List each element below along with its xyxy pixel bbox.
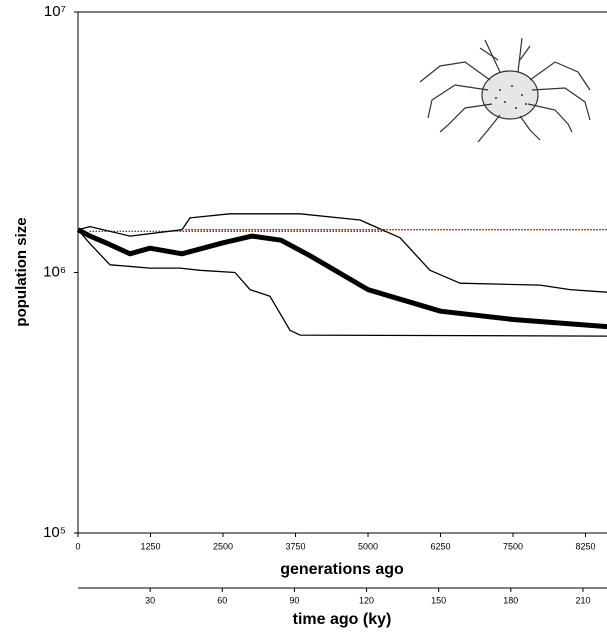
crab-illustration <box>419 37 591 143</box>
x-tick-label: 6250 <box>431 541 451 551</box>
x2-tick-label: 30 <box>145 595 155 605</box>
y-tick-label: 10⁷ <box>44 3 66 20</box>
series-line <box>76 227 607 330</box>
series-line <box>77 229 607 337</box>
y-tick-label: 10⁶ <box>43 263 66 280</box>
y-axis-title: population size <box>13 217 30 326</box>
x-tick-label: 5000 <box>358 541 378 551</box>
x-tick-label: 3750 <box>286 541 306 551</box>
x-tick-label: 8250 <box>576 541 596 551</box>
x2-axis-title: time ago (ky) <box>293 611 392 628</box>
x2-tick-label: 180 <box>503 595 518 605</box>
y-tick-label: 10⁵ <box>43 524 66 541</box>
x2-tick-label: 120 <box>359 595 374 605</box>
x-tick-label: 2500 <box>213 541 233 551</box>
series-line <box>77 213 607 293</box>
x2-tick-label: 60 <box>217 595 227 605</box>
x2-tick-label: 90 <box>289 595 299 605</box>
x-tick-label: 1250 <box>140 541 160 551</box>
x-axis-title: generations ago <box>280 561 404 578</box>
x2-tick-label: 150 <box>431 595 446 605</box>
x-tick-label: 0 <box>75 541 80 551</box>
x-tick-label: 7500 <box>503 541 523 551</box>
x2-tick-label: 210 <box>575 595 590 605</box>
